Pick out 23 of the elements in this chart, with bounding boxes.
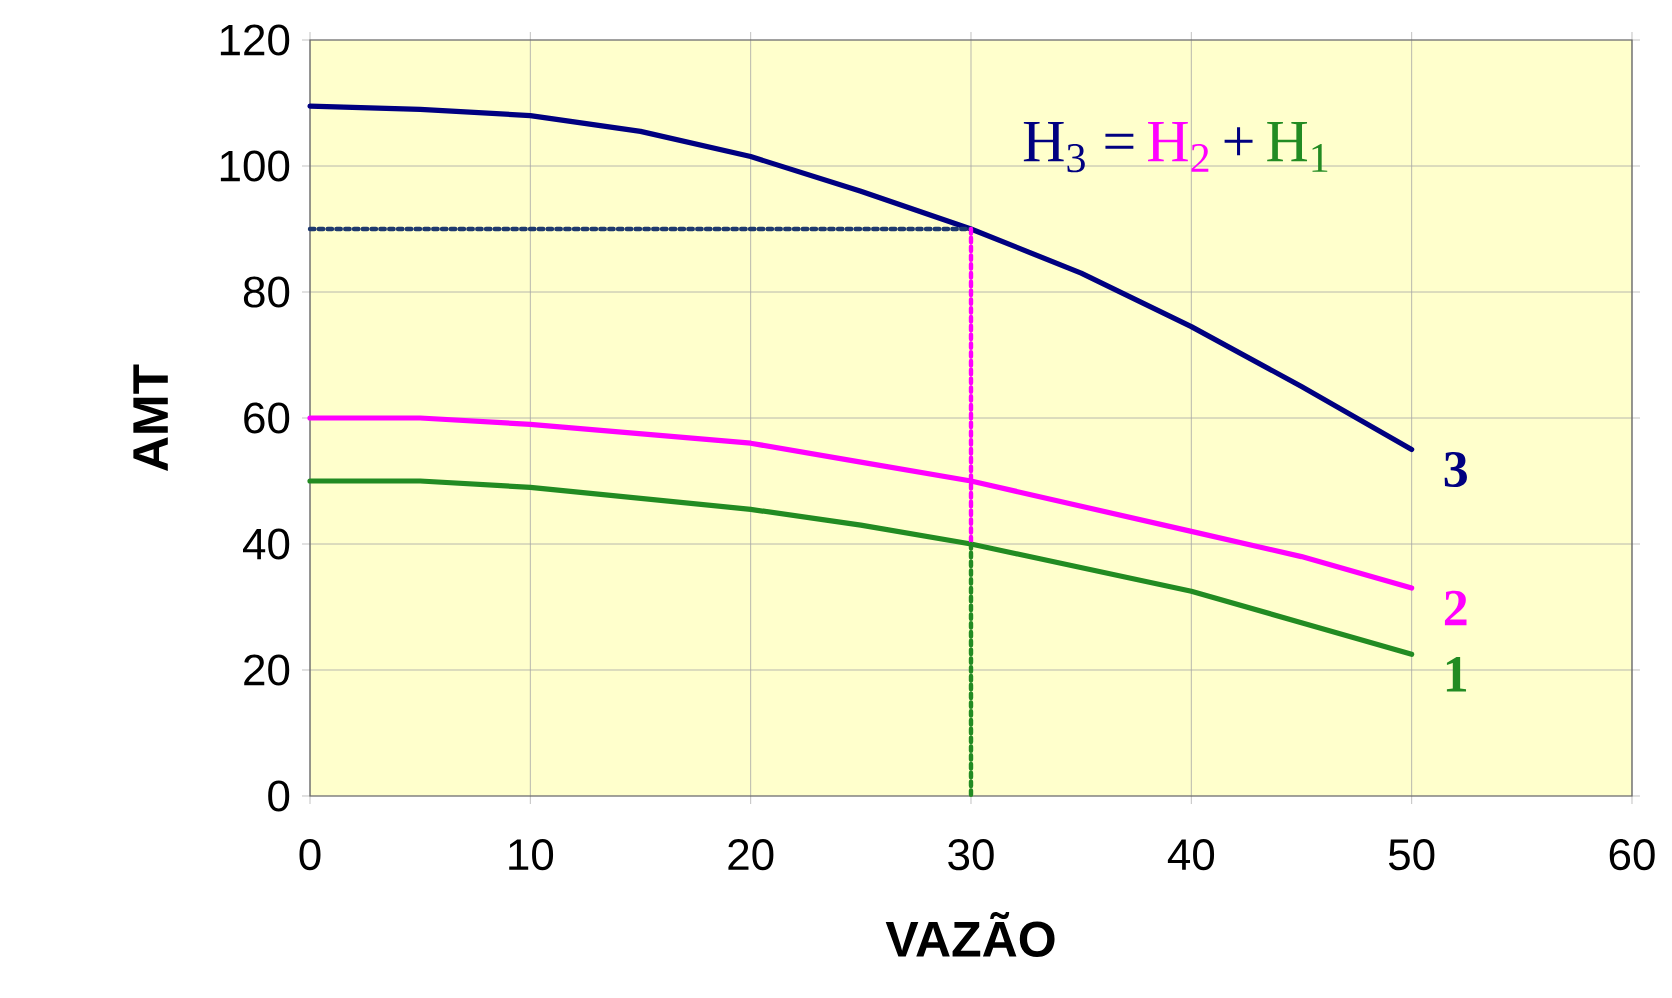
y-tick-label: 20 — [244, 654, 290, 686]
y-tick-label: 100 — [220, 150, 290, 182]
x-tick-label: 0 — [299, 839, 321, 871]
x-tick-label: 10 — [509, 839, 554, 871]
y-tick-label: 60 — [244, 402, 290, 434]
x-axis-title: VAZÃO — [885, 911, 1055, 957]
x-tick-label: 60 — [1609, 839, 1655, 871]
y-tick-label: 0 — [268, 780, 290, 812]
annotation: H$_{1}$ — [1267, 121, 1328, 172]
series-label: 2 — [1444, 590, 1467, 626]
x-tick-label: 30 — [948, 839, 994, 871]
y-tick-label: 80 — [243, 276, 290, 308]
x-tick-label: 40 — [1167, 839, 1215, 871]
annotation: H$_{3}$ = — [1023, 121, 1134, 173]
series-label: 3 — [1444, 452, 1467, 487]
y-axis-title: AMT — [133, 364, 168, 471]
x-tick-label: 20 — [728, 839, 774, 871]
y-tick-label: 40 — [243, 528, 290, 560]
annotation: + — [1224, 127, 1253, 156]
annotation: H$_{2}$ — [1148, 121, 1209, 172]
series-label: 1 — [1446, 657, 1467, 692]
y-tick-label: 120 — [220, 24, 290, 56]
x-tick-label: 50 — [1388, 839, 1435, 871]
